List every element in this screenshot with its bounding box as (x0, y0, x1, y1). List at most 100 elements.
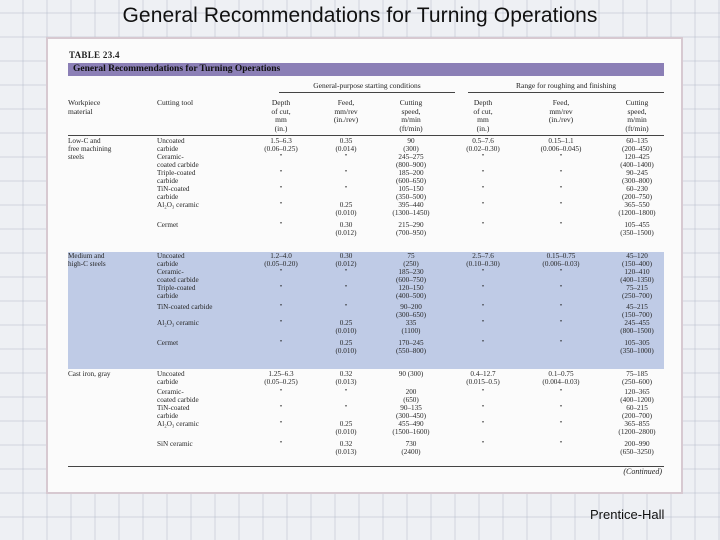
cell-doc: " (279, 319, 283, 327)
cell-doc: " (279, 221, 283, 229)
cell-tool: Al₂O₃ ceramic (157, 201, 199, 209)
cell-rfeed: " (559, 319, 563, 327)
cell-rspeed: 60–135 (200–450) (622, 137, 652, 153)
cell-rdoc: " (481, 388, 485, 396)
cell-rfeed: 0.1–0.75 (0.004–0.03) (542, 370, 580, 386)
cell-doc: " (279, 201, 283, 209)
cell-rdoc: " (481, 169, 485, 177)
cell-rfeed: " (559, 201, 563, 209)
slide-title: General Recommendations for Turning Oper… (122, 4, 598, 27)
cell-feed: 0.25 (0.010) (335, 319, 357, 335)
cell-speed: 245–275 (800–900) (396, 153, 426, 169)
cell-doc: 1.2–4.0 (0.05–0.20) (264, 252, 298, 268)
header-material: Workpiece material (68, 98, 101, 116)
cell-feed: 0.25 (0.010) (335, 420, 357, 436)
cell-feed: " (344, 185, 348, 193)
cell-rspeed: 90–245 (300–800) (622, 169, 652, 185)
cell-rspeed: 75–215 (250–700) (622, 284, 652, 300)
cell-rspeed: 120–410 (400–1350) (620, 268, 654, 284)
continued-note: (Continued) (623, 467, 662, 476)
cell-doc: " (279, 420, 283, 428)
cell-doc: " (279, 339, 283, 347)
cell-speed: 120–150 (400–500) (396, 284, 426, 300)
cell-rfeed: " (559, 404, 563, 412)
cell-rspeed: 120–365 (400–1200) (620, 388, 654, 404)
cell-rspeed: 75–185 (250–600) (622, 370, 652, 386)
cell-tool: Al₂O₃ ceramic (157, 420, 199, 428)
header-depth-general: Depth of cut, mm (in.) (271, 98, 291, 133)
cell-feed: 0.25 (0.010) (335, 201, 357, 217)
cell-speed: 185–230 (600–750) (396, 268, 426, 284)
cell-tool: Triple-coated carbide (157, 284, 196, 300)
cell-speed: 90 (300) (398, 370, 424, 378)
cell-material: Cast iron, gray (68, 370, 111, 378)
cell-speed: 185–200 (600–650) (396, 169, 426, 185)
cell-speed: 75 (250) (403, 252, 419, 268)
cell-rdoc: 0.5–7.6 (0.02–0.30) (466, 137, 500, 153)
header-speed-range: Cutting speed, m/min (ft/min) (625, 98, 649, 133)
cell-rspeed: 120–425 (400–1400) (620, 153, 654, 169)
cell-feed: " (344, 404, 348, 412)
cell-rfeed: " (559, 303, 563, 311)
cell-feed: " (344, 169, 348, 177)
cell-rdoc: " (481, 201, 485, 209)
cell-rfeed: " (559, 169, 563, 177)
cell-rfeed: " (559, 221, 563, 229)
cell-material: Medium and high-C steels (68, 252, 106, 268)
cell-feed: 0.35 (0.014) (335, 137, 357, 153)
cell-speed: 455–490 (1500–1600) (392, 420, 430, 436)
cell-doc: " (279, 404, 283, 412)
cell-speed: 90 (300) (403, 137, 419, 153)
header-tool: Cutting tool (157, 98, 194, 107)
cell-rspeed: 245–455 (800–1500) (620, 319, 654, 335)
cell-doc: " (279, 268, 283, 276)
cell-doc: 1.25–6.3 (0.05–0.25) (264, 370, 298, 386)
cell-doc: " (279, 388, 283, 396)
cell-tool: Ceramic- coated carbide (157, 153, 199, 169)
cell-rdoc: " (481, 268, 485, 276)
cell-feed: " (344, 268, 348, 276)
cell-tool: Uncoated carbide (157, 137, 185, 153)
table-page: TABLE 23.4 General Recommendations for T… (68, 49, 664, 484)
group-rule-left (279, 92, 455, 93)
group-rule-right (468, 92, 664, 93)
cell-feed: 0.30 (0.012) (335, 221, 357, 237)
cell-rdoc: " (481, 440, 485, 448)
cell-tool: Triple-coated carbide (157, 169, 196, 185)
cell-tool: Cermet (157, 221, 179, 229)
cell-tool: Uncoated carbide (157, 370, 185, 386)
cell-doc: " (279, 153, 283, 161)
cell-rfeed: 0.15–1.1 (0.006–0.045) (540, 137, 582, 153)
cell-speed: 215–290 (700–950) (396, 221, 426, 237)
header-depth-range: Depth of cut, mm (in.) (473, 98, 493, 133)
cell-tool: TiN-coated carbide (157, 303, 213, 311)
cell-rdoc: " (481, 420, 485, 428)
cell-rfeed: " (559, 440, 563, 448)
cell-rfeed: " (559, 388, 563, 396)
cell-tool: Cermet (157, 339, 179, 347)
publisher-credit: Prentice-Hall (590, 507, 665, 522)
cell-feed: " (344, 153, 348, 161)
cell-speed: 90–135 (300–450) (396, 404, 426, 420)
cell-tool: Uncoated carbide (157, 252, 185, 268)
cell-rspeed: 60–215 (200–700) (622, 404, 652, 420)
cell-tool: TiN-coated carbide (157, 185, 190, 201)
cell-tool: Ceramic- coated carbide (157, 388, 199, 404)
group-header-range: Range for roughing and finishing (516, 81, 616, 90)
cell-feed: 0.25 (0.010) (335, 339, 357, 355)
cell-speed: 200 (650) (403, 388, 419, 404)
cell-doc: " (279, 303, 283, 311)
cell-feed: " (344, 303, 348, 311)
cell-rdoc: " (481, 284, 485, 292)
cell-speed: 335 (1100) (401, 319, 421, 335)
cell-tool: Al₂O₃ ceramic (157, 319, 199, 327)
cell-rfeed: " (559, 339, 563, 347)
cell-rspeed: 60–230 (200–750) (622, 185, 652, 201)
cell-speed: 730 (2400) (401, 440, 421, 456)
header-feed-general: Feed, mm/rev (in./rev) (333, 98, 359, 124)
scanned-table-image: TABLE 23.4 General Recommendations for T… (46, 37, 683, 494)
cell-rspeed: 105–305 (350–1000) (620, 339, 654, 355)
cell-feed: 0.30 (0.012) (335, 252, 357, 268)
cell-doc: " (279, 185, 283, 193)
cell-rfeed: 0.15–0.75 (0.006–0.03) (542, 252, 580, 268)
